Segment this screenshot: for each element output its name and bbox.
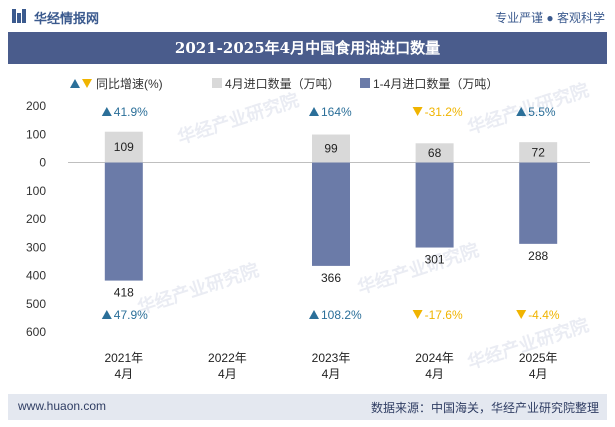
x-tick-line: 2023年 [312,351,351,365]
x-tick-label: 2021年 4月 [104,351,143,381]
x-tick-line: 4月 [218,367,237,381]
growth-label-april: 41.9% [114,105,148,119]
footer: www.huaon.com 数据来源：中国海关，华经产业研究院整理 [8,394,607,420]
y-tick-label: 0 [39,156,46,170]
growth-up-triangle-icon [101,107,112,116]
chart-title-bar: 2021-2025年4月中国食用油进口数量 [8,32,607,64]
growth-label-cumulative: -17.6% [425,308,463,322]
bar-cumulative [519,162,558,244]
growth-label-april: 5.5% [528,105,556,119]
value-label-cumulative: 418 [114,286,134,300]
growth-label-april: 164% [321,105,352,119]
bars [104,131,558,281]
growth-label-april: -31.2% [425,105,463,119]
slogan: 专业严谨 ● 客观科学 [495,11,605,25]
y-tick-label: 400 [26,269,46,283]
bar-cumulative [415,162,454,248]
y-axis: 200 100 0 100 200 300 400 500 600 [26,99,46,339]
legend-label-growth: 同比增速(%) [96,77,163,91]
value-label-april: 68 [428,146,442,160]
x-tick-line: 2021年 [104,351,143,365]
value-label-april: 109 [114,140,134,154]
legend-swatch-april [212,78,222,88]
top-bar: 华经情报网 专业严谨 ● 客观科学 [0,0,615,32]
bar-cumulative [312,162,350,266]
value-label-april: 99 [324,142,338,156]
legend-label-cumulative: 1-4月进口数量（万吨） [373,76,498,91]
growth-label-cumulative: -4.4% [528,308,560,322]
x-tick-label: 2025年 4月 [519,351,558,381]
growth-up-triangle-icon [309,310,319,319]
y-tick-label: 100 [26,127,46,141]
growth-down-triangle-icon [412,310,423,319]
y-tick-label: 200 [26,99,46,113]
x-tick-label: 2023年 4月 [312,351,351,381]
watermark-text: 华经产业研究院 [135,259,261,318]
legend-label-april: 4月进口数量（万吨） [225,76,340,91]
legend-up-triangle-icon [70,79,80,88]
growth-down-triangle-icon [516,310,527,319]
x-axis: 2021年 4月 2022年 4月 2023年 4月 2024年 4月 2025年 4月 [104,351,557,381]
growth-down-triangle-icon [412,107,423,116]
chart-legend: 同比增速(%) 4月进口数量（万吨） 1-4月进口数量（万吨） [70,76,498,91]
bar-april [519,142,558,163]
growth-labels: 41.9% 47.9% 164% 108.2% -31.2% -17.6% 5.5% -4.4… [101,105,560,322]
value-label-cumulative: 301 [425,253,445,267]
watermark-text: 华经产业研究院 [355,239,481,298]
y-tick-label: 200 [26,212,46,226]
site-name[interactable]: 华经情报网 [34,11,100,26]
y-tick-label: 500 [26,297,46,311]
y-tick-label: 300 [26,240,46,254]
x-tick-label: 2022年 4月 [208,351,247,381]
y-tick-label: 100 [26,184,46,198]
x-tick-line: 4月 [529,367,548,381]
value-label-cumulative: 288 [528,249,548,263]
value-labels: 418 109 366 99 301 68 288 72 [114,140,549,299]
x-tick-line: 4月 [425,367,444,381]
watermark-text: 华经产业研究院 [175,89,301,148]
x-tick-line: 4月 [114,367,133,381]
value-label-april: 72 [532,145,546,159]
bar-april [104,131,143,163]
x-tick-line: 2022年 [208,351,247,365]
footer-source: 数据来源：中国海关，华经产业研究院整理 [370,401,599,415]
legend-down-triangle-icon [82,79,92,88]
bar-april [312,134,350,163]
growth-up-triangle-icon [101,310,112,319]
x-tick-line: 2024年 [415,351,454,365]
growth-up-triangle-icon [309,107,319,116]
growth-label-cumulative: 108.2% [321,308,362,322]
logo-icon [12,9,26,23]
bar-april [415,143,454,163]
y-tick-label: 600 [26,325,46,339]
bar-cumulative [104,162,143,281]
legend-swatch-cumulative [360,78,370,88]
chart-title: 2021-2025年4月中国食用油进口数量 [174,39,441,57]
value-label-cumulative: 366 [321,271,341,285]
growth-label-cumulative: 47.9% [114,308,148,322]
footer-website-link[interactable]: www.huaon.com [18,399,107,413]
x-tick-label: 2024年 4月 [415,351,454,381]
x-tick-line: 2025年 [519,351,558,365]
x-tick-line: 4月 [322,367,341,381]
growth-up-triangle-icon [516,107,527,116]
